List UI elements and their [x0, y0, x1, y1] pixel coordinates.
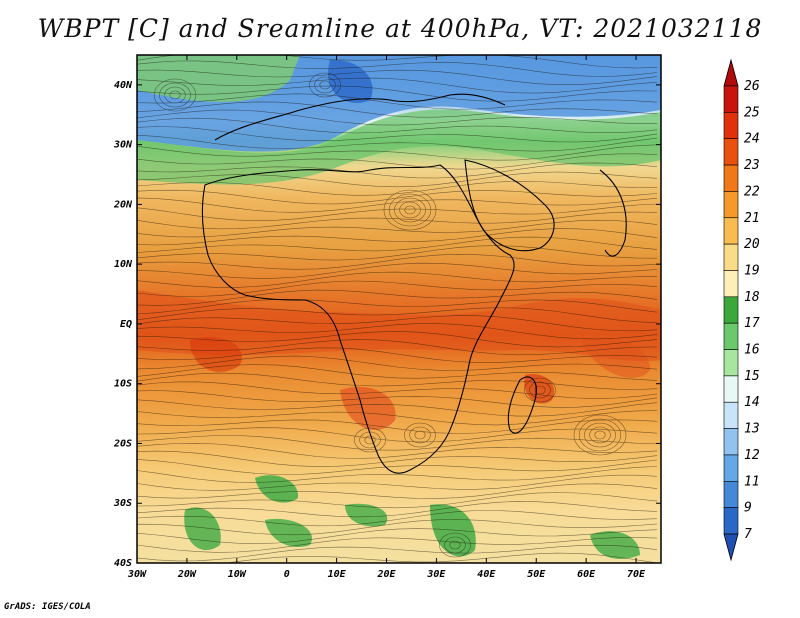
colorbar-segment [723, 112, 739, 140]
colorbar-level-label: 7 [744, 527, 752, 542]
lat-label: 20S [113, 438, 132, 449]
lon-label: 60E [577, 569, 596, 580]
colorbar-level-label: 14 [744, 395, 760, 410]
longitude-labels: 30W 20W 10W 0 10E 20E 30E 40E 50E 60E 70E [127, 569, 646, 580]
lon-label: 30E [426, 569, 446, 580]
colorbar-level-label: 15 [744, 369, 760, 384]
lat-label: EQ [120, 319, 132, 330]
colorbar-level-label: 17 [744, 316, 760, 331]
lon-label: 20W [177, 569, 197, 580]
colorbar-level-label: 16 [744, 343, 760, 358]
colorbar-level-label: 19 [744, 263, 760, 278]
colorbar-top-arrow [723, 58, 739, 87]
lon-label: 10W [228, 569, 247, 580]
colorbar-bottom-arrow [723, 533, 739, 562]
colorbar-segment [723, 454, 739, 482]
colorbar-level-label: 18 [744, 290, 760, 305]
grads-credit: GrADS: IGES/COLA [4, 602, 91, 612]
lat-label: 10S [114, 379, 132, 390]
colorbar-level-label: 20 [744, 237, 760, 252]
colorbar-segment [723, 85, 739, 113]
colorbar: 26 25 24 23 22 21 20 19 18 17 16 15 14 13 12 11 9 7 [723, 58, 760, 562]
colorbar-segment [723, 428, 739, 456]
lat-label: 30N [113, 140, 133, 151]
colorbar-segment [723, 270, 739, 298]
colorbar-segment [723, 401, 739, 429]
colorbar-level-label: 26 [744, 79, 760, 94]
wbpt-field [137, 55, 661, 563]
colorbar-level-label: 25 [744, 105, 760, 120]
plot-frame [136, 54, 662, 564]
colorbar-level-label: 9 [744, 501, 752, 516]
colorbar-segment [723, 507, 739, 535]
lon-label: 30W [127, 569, 147, 580]
colorbar-segment [723, 296, 739, 324]
colorbar-level-label: 24 [744, 132, 760, 147]
lat-label: 20N [113, 199, 133, 210]
colorbar-segment [723, 191, 739, 219]
coastlines-layer [201, 93, 627, 474]
colorbar-level-label: 23 [744, 158, 760, 173]
lat-label: 10N [114, 259, 133, 270]
lat-label: 40N [114, 80, 133, 91]
colorbar-segment [723, 322, 739, 350]
colorbar-level-label: 13 [744, 422, 760, 437]
latitude-labels: 40N 30N 20N 10N EQ 10S 20S 30S 40S [113, 80, 133, 569]
colorbar-level-label: 21 [744, 211, 760, 226]
streamlines-layer [137, 55, 658, 563]
lat-label: 30S [113, 498, 132, 509]
colorbar-segment [723, 243, 739, 271]
lon-label: 10E [328, 569, 347, 580]
colorbar-level-label: 11 [744, 474, 760, 489]
lon-label: 50E [527, 569, 546, 580]
colorbar-segment [723, 164, 739, 192]
colorbar-segment [723, 138, 739, 166]
lon-label: 40E [477, 569, 496, 580]
lon-label: 0 [284, 569, 290, 580]
lon-label: 70E [627, 569, 646, 580]
map-title: WBPT [C] and Sreamline at 400hPa, VT: 20… [37, 14, 763, 43]
lat-label: 40S [114, 558, 132, 569]
colorbar-segment [723, 375, 739, 403]
colorbar-segment [723, 480, 739, 508]
colorbar-segment [723, 349, 739, 377]
colorbar-level-label: 12 [744, 448, 760, 463]
colorbar-segment [723, 217, 739, 245]
axis-ticks [136, 55, 661, 564]
lon-label: 20E [376, 569, 396, 580]
colorbar-level-label: 22 [744, 184, 760, 199]
